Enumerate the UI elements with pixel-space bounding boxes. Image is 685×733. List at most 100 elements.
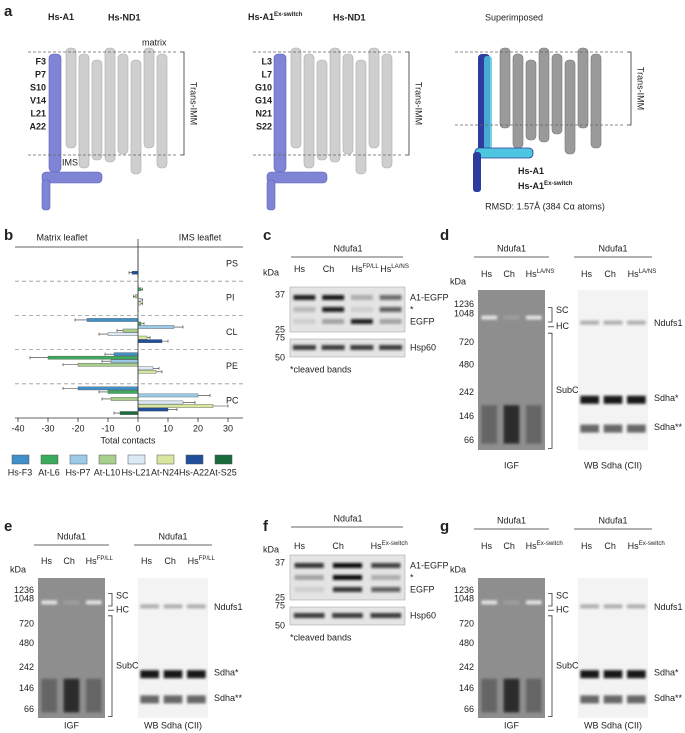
- lane-label: HsEx-switch: [628, 540, 665, 552]
- band: [350, 307, 373, 312]
- legend-swatch: [214, 454, 233, 465]
- a1-helix: [266, 171, 328, 184]
- marker-label: 480: [459, 638, 474, 648]
- smear: [481, 405, 497, 444]
- lane-label-sup: LA/NS: [639, 268, 657, 275]
- kda-label: kDa: [263, 544, 279, 554]
- lane-label: HsEx-switch: [371, 540, 408, 552]
- gel: [138, 578, 208, 718]
- band: [503, 600, 520, 605]
- lane-label-main: Hs: [352, 264, 363, 274]
- bracket: [548, 615, 553, 717]
- error-bar: [141, 298, 143, 302]
- legend-entry-main: Hs-A1: [518, 181, 544, 191]
- lane-label-sup: FP/LL: [363, 263, 380, 270]
- a1-helix: [273, 53, 287, 173]
- lane-label-main: Hs: [628, 541, 639, 551]
- structure: [266, 47, 393, 211]
- legend-swatch: [40, 454, 59, 465]
- structure: [41, 47, 168, 211]
- bar: [107, 390, 139, 394]
- helix: [512, 53, 524, 149]
- legend-label: At-L10: [94, 467, 121, 477]
- error-bar: [183, 400, 196, 404]
- panel-label: d: [440, 227, 449, 244]
- lane-label-sup: Ex-switch: [382, 540, 408, 547]
- error-bar: [29, 356, 48, 360]
- band-label: EGFP: [410, 584, 435, 594]
- band: [379, 307, 402, 312]
- x-tick-label: 30: [223, 423, 233, 433]
- group-label: Ndufa1: [158, 531, 187, 541]
- error-bar: [198, 393, 211, 397]
- marker-label: 480: [19, 638, 34, 648]
- helix: [355, 59, 367, 175]
- lane-label-main: Hs: [526, 269, 537, 279]
- band-label: A1-EGFP: [410, 560, 449, 570]
- marker-label: 1236: [454, 299, 474, 309]
- a1-helix: [41, 171, 103, 184]
- lane-label-main: Ch: [332, 541, 344, 551]
- band: [627, 320, 646, 325]
- helix: [316, 59, 328, 161]
- caption: IGF: [64, 720, 80, 730]
- band: [163, 695, 183, 704]
- x-tick-label: 20: [193, 423, 203, 433]
- band-label: Ndufs1: [654, 602, 683, 612]
- residue-label: S22: [256, 121, 272, 131]
- matrix-label: matrix: [142, 37, 167, 47]
- complex-label: SC: [116, 591, 129, 601]
- marker-label: 66: [464, 704, 474, 714]
- group-label: Ndufa1: [598, 243, 627, 253]
- helix: [564, 59, 576, 155]
- error-bar: [62, 386, 78, 390]
- structure-title: Hs-A1Ex-switch: [248, 11, 303, 23]
- marker-label: 50: [275, 620, 285, 630]
- group-label: Ndufa1: [333, 513, 362, 523]
- bar: [137, 321, 142, 326]
- band-label: A1-EGFP: [410, 292, 449, 302]
- band: [580, 424, 599, 433]
- complex-label: SubC: [556, 661, 579, 671]
- band: [187, 695, 206, 704]
- band: [140, 604, 159, 609]
- band: [603, 320, 623, 325]
- band: [379, 295, 402, 300]
- lane-label: Ch: [503, 541, 515, 551]
- helix: [329, 47, 341, 163]
- bar: [137, 301, 142, 306]
- error-bar: [62, 363, 78, 367]
- band: [294, 563, 324, 568]
- marker-label: 25: [275, 592, 285, 602]
- bar: [47, 355, 139, 360]
- band: [293, 307, 316, 312]
- lane-label-sup: LA/NS: [391, 263, 409, 270]
- x-tick-label: -40: [11, 423, 24, 433]
- marker-label: 1236: [454, 585, 474, 595]
- marker-label: 146: [459, 683, 474, 693]
- lane-label-main: Hs: [526, 541, 537, 551]
- bar: [122, 328, 139, 333]
- band: [580, 320, 599, 325]
- band: [580, 395, 599, 404]
- residue-label: L3: [261, 56, 272, 66]
- band: [603, 670, 623, 679]
- legend-entry-sup: Ex-switch: [544, 180, 573, 187]
- lane-label-main: Ch: [164, 556, 176, 566]
- band: [603, 395, 623, 404]
- band: [332, 563, 363, 568]
- marker-label: 75: [275, 332, 285, 342]
- lane-label: Ch: [164, 556, 176, 566]
- band: [371, 587, 401, 592]
- lane-label-main: Hs: [581, 269, 592, 279]
- kda-label: kDa: [263, 267, 279, 277]
- band: [63, 600, 80, 605]
- smear: [86, 678, 102, 713]
- bracket: [108, 593, 113, 607]
- band-label: Ndufs1: [214, 602, 243, 612]
- band: [371, 563, 401, 568]
- x-axis-label: Total contacts: [100, 435, 156, 445]
- lane-label: HsLA/NS: [526, 268, 555, 280]
- band: [603, 424, 623, 433]
- category-label: PS: [226, 258, 238, 268]
